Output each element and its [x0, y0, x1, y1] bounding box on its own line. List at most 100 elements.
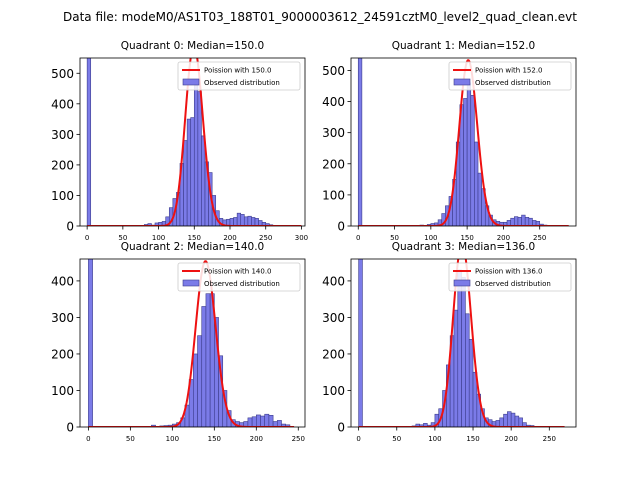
- quadrant-3-histogram-bar: [514, 415, 520, 427]
- quadrant-2-histogram-bar: [197, 335, 203, 427]
- quadrant-2-legend-observed-label: Observed distribution: [204, 280, 280, 288]
- quadrant-3-y-tick-label: 400: [322, 274, 345, 288]
- quadrant-3-y-tick-label: 200: [322, 347, 345, 361]
- quadrant-1-histogram-bar: [477, 172, 482, 226]
- quadrant-0-legend-observed-swatch: [182, 78, 200, 86]
- quadrant-2-panel: Quadrant 2: Median=140.0 0 50 100 150 200 250 0…: [51, 241, 306, 443]
- quadrant-3-legend-observed-swatch: [453, 279, 471, 287]
- quadrant-1-y-tick-label: 500: [322, 64, 345, 78]
- quadrant-1-histogram-bar: [514, 216, 519, 226]
- quadrant-1-x-tick-label: 150: [460, 234, 473, 242]
- quadrant-2-y-tick-label: 300: [51, 311, 74, 325]
- quadrant-3-panel: Quadrant 3: Median=136.0 0 50 100 150 200 250 0…: [322, 241, 577, 443]
- quadrant-3-x-tick-label: 100: [428, 435, 441, 443]
- quadrant-1-histogram-bar: [517, 216, 522, 226]
- quadrant-2-histogram-bar: [264, 413, 270, 427]
- quadrant-1-x-tick-label: 200: [497, 234, 510, 242]
- quadrant-2-axes-frame: [79, 258, 306, 428]
- quadrant-2-x-tick-label: 0: [86, 435, 90, 443]
- quadrant-1-histogram-bar: [357, 58, 363, 226]
- quadrant-3-histogram-bar: [522, 422, 527, 427]
- quadrant-3-histogram-bar: [453, 309, 459, 427]
- quadrant-1-y-tick-label: 200: [322, 157, 345, 171]
- quadrant-3-histogram-bar: [503, 413, 508, 427]
- quadrant-0-histogram-bar: [147, 223, 152, 226]
- quadrant-2-histogram-bar: [205, 293, 211, 427]
- quadrant-0-histogram-bar: [240, 214, 245, 226]
- quadrant-1-histogram-bar: [463, 98, 468, 226]
- quadrant-0-x-tick-label: 250: [259, 234, 272, 242]
- quadrant-1-histogram-bar: [510, 217, 515, 226]
- quadrant-0-histogram-bar: [193, 85, 199, 226]
- quadrant-3-histogram-bar: [507, 411, 512, 427]
- quadrant-1-histogram-bar: [474, 141, 479, 226]
- quadrant-0-histogram-bar: [251, 217, 256, 226]
- quadrant-2-legend-observed-swatch: [182, 279, 200, 287]
- quadrant-0-histogram-bar: [247, 215, 252, 226]
- quadrant-2-plot-area: [88, 259, 295, 427]
- quadrant-1-y-tick-label: 400: [322, 95, 345, 109]
- quadrant-3-histogram-bar: [457, 269, 462, 427]
- quadrant-0-y-tick-label: 400: [51, 97, 74, 111]
- quadrant-0-histogram-bar: [190, 117, 195, 226]
- quadrant-0-legend-box: [177, 61, 301, 91]
- quadrant-1-histogram-bar: [470, 95, 475, 226]
- quadrant-1-histogram-bar: [466, 82, 472, 226]
- quadrant-3-histogram-bar: [510, 412, 516, 427]
- quadrant-3-axes-frame: [350, 258, 577, 428]
- quadrant-3-histogram-bar: [465, 313, 470, 427]
- quadrant-0-histogram-bar: [197, 91, 202, 226]
- quadrant-3-histogram-bar: [468, 339, 474, 427]
- quadrant-0-histogram-bar: [183, 140, 188, 226]
- quadrant-1-title: Quadrant 1: Median=152.0: [392, 40, 535, 52]
- quadrant-3-histogram-bar: [499, 417, 504, 427]
- quadrant-3-legend-box: [448, 262, 572, 292]
- quadrant-0-histogram-bar: [229, 218, 234, 226]
- quadrant-3-x-tick-label: 250: [543, 435, 556, 443]
- quadrant-3-histogram-bar: [461, 276, 466, 427]
- quadrant-2-histogram-bar: [256, 414, 261, 427]
- quadrant-0-y-tick-label: 500: [51, 67, 74, 81]
- quadrant-1-histogram-bar: [521, 214, 526, 226]
- quadrant-0-plot-area: [86, 58, 302, 226]
- quadrant-2-histogram-bar: [251, 416, 257, 427]
- quadrant-2-x-tick-label: 100: [166, 435, 179, 443]
- quadrant-1-x-tick-label: 50: [390, 234, 399, 242]
- quadrant-0-histogram-bar: [86, 58, 92, 226]
- quadrant-panels: Quadrant 0: Median=150.0 0 50 100 150 200 250 3…: [51, 40, 577, 443]
- quadrant-0-legend-observed-label: Observed distribution: [204, 79, 280, 87]
- quadrant-0-axes-frame: [79, 57, 306, 227]
- quadrant-2-histogram-bar: [193, 353, 198, 427]
- quadrant-1-legend-observed-swatch: [453, 78, 471, 86]
- quadrant-2-legend-poisson-label: Poission with 140.0: [204, 268, 272, 276]
- quadrant-2-legend: Poission with 140.0 Observed distribution: [177, 262, 301, 292]
- quadrant-3-y-tick-label: 100: [322, 384, 345, 398]
- quadrant-3-x-tick-label: 0: [356, 435, 360, 443]
- quadrant-2-y-tick-label: 0: [66, 421, 74, 435]
- quadrant-3-legend-observed-label: Observed distribution: [475, 280, 551, 288]
- quadrant-3-title: Quadrant 3: Median=136.0: [392, 241, 535, 253]
- quadrant-3-legend: Poission with 136.0 Observed distribution: [448, 262, 572, 292]
- quadrant-2-y-tick-label: 400: [51, 274, 74, 288]
- quadrant-1-y-tick-label: 0: [337, 220, 345, 234]
- figure-title: Data file: modeM0/AS1T03_188T01_90000036…: [63, 10, 577, 24]
- quadrant-2-x-tick-label: 250: [292, 435, 305, 443]
- quadrant-2-x-tick-label: 150: [208, 435, 221, 443]
- quadrant-1-x-tick-label: 0: [356, 234, 360, 242]
- quadrant-1-panel: Quadrant 1: Median=152.0 0 50 100 150 200 250 0…: [322, 40, 577, 242]
- quadrant-1-legend-poisson-label: Poission with 152.0: [475, 67, 543, 75]
- quadrant-3-x-tick-label: 150: [466, 435, 479, 443]
- quadrant-1-legend: Poission with 152.0 Observed distribution: [448, 61, 572, 91]
- quadrant-3-x-tick-label: 200: [504, 435, 517, 443]
- quadrant-1-y-tick-label: 300: [322, 126, 345, 140]
- quadrant-1-histogram-bar: [524, 216, 530, 226]
- quadrant-0-histogram-bar: [201, 135, 206, 226]
- quadrant-0-y-tick-label: 0: [66, 220, 74, 234]
- quadrant-0-x-tick-label: 100: [152, 234, 165, 242]
- quadrant-2-title: Quadrant 2: Median=140.0: [121, 241, 264, 253]
- quadrant-2-y-tick-label: 100: [51, 384, 74, 398]
- quadrant-0-x-tick-label: 50: [118, 234, 127, 242]
- quadrant-2-x-tick-label: 200: [250, 435, 263, 443]
- quadrant-1-legend-box: [448, 61, 572, 91]
